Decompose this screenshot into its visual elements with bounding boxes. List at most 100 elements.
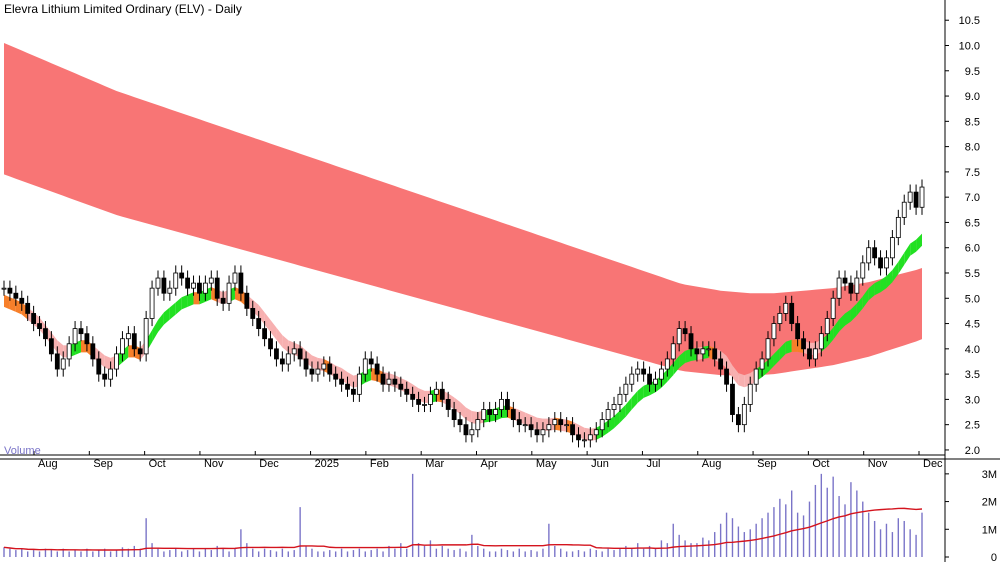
candle-body bbox=[552, 419, 558, 426]
candle-body bbox=[771, 323, 777, 340]
candle-body bbox=[226, 282, 232, 304]
candle-body bbox=[878, 257, 883, 269]
short-term-ma-segment bbox=[916, 233, 922, 252]
candle-body bbox=[789, 302, 795, 324]
chart-title: Elevra Lithium Limited Ordinary (ELV) - … bbox=[4, 2, 242, 16]
short-term-ma-segment bbox=[460, 401, 466, 420]
candle-body bbox=[499, 398, 504, 410]
short-term-ma-segment bbox=[619, 404, 626, 423]
candle-body bbox=[582, 439, 587, 442]
candle-body bbox=[795, 323, 801, 340]
y-tick-label: 3.0 bbox=[965, 394, 980, 406]
y-tick-label: 10.5 bbox=[959, 15, 980, 27]
candle-body bbox=[889, 237, 895, 259]
candle-body bbox=[386, 378, 392, 385]
candle-body bbox=[558, 419, 564, 426]
candle-body bbox=[380, 373, 386, 385]
short-term-ma-segment bbox=[673, 355, 680, 376]
candle-body bbox=[321, 363, 327, 370]
candle-body bbox=[303, 358, 309, 370]
candle-body bbox=[605, 409, 611, 421]
x-tick-label: Aug bbox=[702, 458, 722, 470]
candle-body bbox=[433, 388, 439, 395]
candle-body bbox=[913, 191, 919, 208]
candle-body bbox=[268, 338, 273, 350]
x-tick-label: Nov bbox=[204, 458, 224, 470]
candle-body bbox=[262, 328, 267, 340]
candle-body bbox=[818, 333, 824, 350]
candle-body bbox=[534, 429, 540, 436]
candle-body bbox=[297, 348, 303, 360]
short-term-ma-segment bbox=[880, 276, 887, 293]
candle-body bbox=[712, 348, 718, 360]
candle-body bbox=[753, 368, 759, 385]
x-tick-label: May bbox=[536, 458, 557, 470]
short-term-ma-segment bbox=[856, 296, 863, 316]
candle-body bbox=[635, 368, 641, 375]
short-term-ma-segment bbox=[4, 294, 10, 310]
y-tick-label: 4.0 bbox=[965, 344, 980, 356]
short-term-ma-segment bbox=[892, 261, 899, 283]
candle-body bbox=[191, 282, 196, 289]
short-term-ma-segment bbox=[152, 320, 158, 343]
short-term-ma-segment bbox=[157, 312, 164, 333]
candle-body bbox=[783, 302, 789, 314]
candle-body bbox=[84, 333, 90, 345]
short-term-ma-segment bbox=[104, 355, 111, 371]
short-term-ma-segment bbox=[904, 243, 911, 265]
short-term-ma-segment bbox=[791, 339, 798, 352]
candle-body bbox=[765, 338, 771, 360]
candle-body bbox=[741, 404, 747, 426]
candle-body bbox=[114, 353, 119, 370]
short-term-ma-segment bbox=[163, 307, 170, 325]
candle-body bbox=[895, 216, 901, 239]
candle-body bbox=[445, 398, 451, 410]
candle-body bbox=[724, 368, 729, 385]
candle-body bbox=[576, 434, 581, 441]
candle-body bbox=[120, 338, 125, 355]
candle-body bbox=[173, 272, 179, 289]
candle-body bbox=[25, 302, 31, 314]
short-term-ma-segment bbox=[51, 332, 58, 353]
y-tick-label: 10.0 bbox=[959, 41, 980, 53]
candle-body bbox=[404, 388, 410, 395]
volume-tick-label: 3M bbox=[982, 469, 997, 481]
candle-body bbox=[599, 419, 605, 431]
candle-body bbox=[339, 378, 344, 385]
candle-body bbox=[202, 282, 208, 294]
short-term-ma-segment bbox=[839, 313, 846, 332]
short-term-ma-segment bbox=[773, 347, 780, 367]
candle-body bbox=[718, 358, 724, 370]
candle-body bbox=[78, 328, 84, 335]
candle-body bbox=[706, 348, 712, 351]
candle-body bbox=[309, 368, 315, 375]
volume-label: Volume bbox=[4, 445, 41, 457]
x-tick-label: Dec bbox=[923, 458, 943, 470]
candle-body bbox=[197, 282, 202, 294]
short-term-ma-segment bbox=[868, 283, 875, 301]
short-term-ma-segment bbox=[311, 355, 318, 371]
candle-body bbox=[220, 297, 226, 304]
short-term-ma-segment bbox=[276, 327, 283, 348]
candle-body bbox=[439, 388, 445, 400]
candle-body bbox=[587, 434, 593, 441]
candle-body bbox=[836, 277, 842, 299]
candle-body bbox=[416, 398, 421, 405]
candle-body bbox=[345, 383, 350, 390]
short-term-ma-segment bbox=[187, 292, 194, 307]
candle-body bbox=[43, 328, 48, 340]
candle-body bbox=[730, 383, 735, 415]
candle-body bbox=[866, 247, 872, 264]
volume-tick-label: 1M bbox=[982, 524, 997, 536]
candle-body bbox=[570, 424, 575, 436]
short-term-ma-segment bbox=[637, 385, 644, 403]
candle-body bbox=[807, 348, 812, 360]
candle-body bbox=[463, 424, 469, 436]
candle-body bbox=[60, 358, 66, 370]
candle-body bbox=[250, 307, 256, 319]
volume-average-line bbox=[3, 507, 923, 551]
candle-body bbox=[700, 348, 706, 355]
short-term-ma-segment bbox=[661, 369, 668, 388]
candle-body bbox=[167, 287, 173, 294]
